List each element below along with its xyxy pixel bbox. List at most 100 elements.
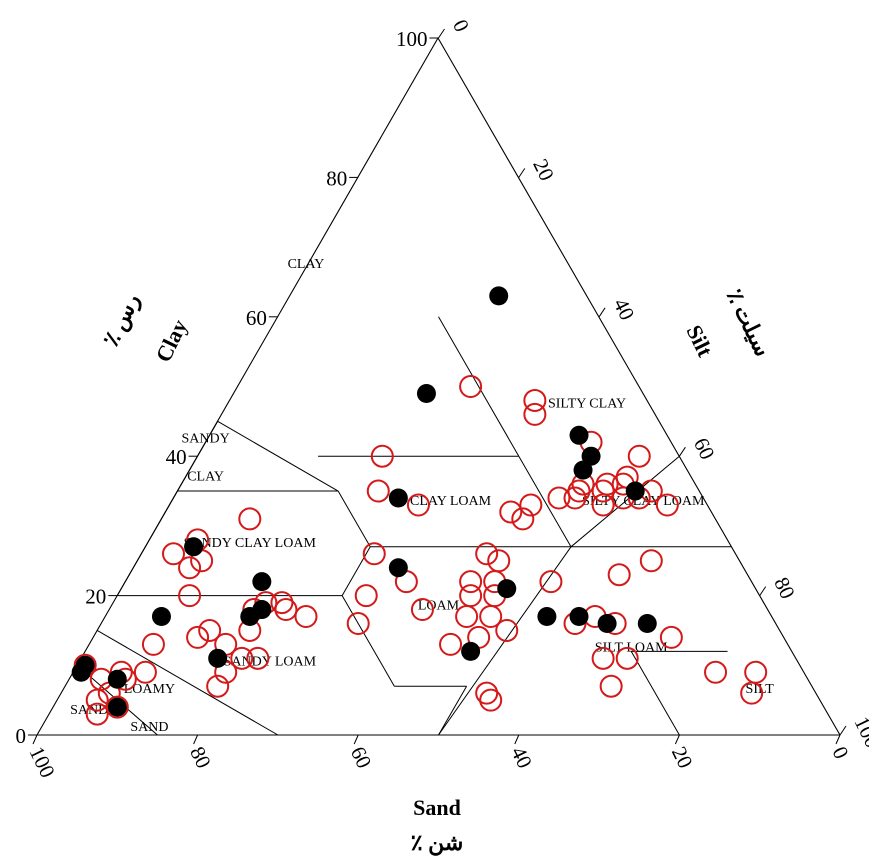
clay-axis-title-fa: رس ٪ <box>98 290 145 351</box>
region-label: LOAM <box>418 599 460 614</box>
open-sample-point <box>639 549 663 573</box>
open-sample-point <box>495 618 519 642</box>
region-label: SANDY CLAY <box>182 431 230 484</box>
open-sample-point <box>539 570 563 594</box>
open-sample-point <box>655 493 679 517</box>
class-boundary-line <box>96 630 279 736</box>
filled-sample-point <box>71 662 91 682</box>
region-label: CLAY LOAM <box>410 494 492 509</box>
open-sample-point <box>459 375 483 398</box>
region-label: SILTY CLAY <box>548 396 626 411</box>
silt-tick <box>598 307 606 318</box>
open-sample-point <box>178 556 202 580</box>
open-sample-point <box>238 507 262 531</box>
class-boundary-line <box>438 685 468 736</box>
silt-tick-label: 60 <box>689 434 720 463</box>
open-sample-point <box>294 605 318 629</box>
region-label: SANDY CLAY LOAM <box>184 536 317 551</box>
open-sample-point <box>475 542 499 566</box>
silt-tick <box>678 446 686 457</box>
open-sample-point <box>704 660 728 684</box>
silt-tick <box>438 28 445 39</box>
open-sample-point <box>439 632 463 656</box>
open-sample-point <box>406 493 430 517</box>
sand-tick <box>32 734 38 745</box>
open-sample-point <box>198 618 222 642</box>
sand-tick <box>674 734 680 745</box>
region-label: CLAY <box>288 257 325 272</box>
sand-tick-label: 100 <box>25 743 60 782</box>
open-sample-point <box>141 632 165 656</box>
open-sample-point <box>475 681 499 705</box>
filled-sample-point <box>388 488 408 508</box>
clay-tick-label: 0 <box>16 724 27 748</box>
filled-sample-point <box>240 607 260 627</box>
class-boundary-line <box>518 455 572 548</box>
filled-sample-point <box>107 669 127 689</box>
filled-sample-point <box>461 641 481 661</box>
sand-tick-label: 40 <box>506 743 537 772</box>
filled-sample-point <box>497 579 517 599</box>
region-label: SILT <box>746 682 775 697</box>
region-label: LOAMY SAND <box>124 682 175 735</box>
clay-tick-label: 40 <box>166 445 187 469</box>
open-sample-point <box>133 660 157 684</box>
sand-tick-label: 60 <box>346 743 377 772</box>
sand-tick <box>353 734 359 745</box>
open-sample-point <box>499 500 523 524</box>
silt-tick-label: 100 <box>850 713 869 752</box>
clay-axis-edge <box>36 37 439 736</box>
sand-tick-label: 20 <box>667 743 698 772</box>
filled-sample-point <box>581 446 601 466</box>
filled-sample-point <box>597 613 617 633</box>
filled-sample-point <box>416 383 436 403</box>
sand-axis-title: Sand <box>413 795 461 820</box>
open-sample-point <box>627 444 651 468</box>
open-sample-point <box>410 598 434 622</box>
silt-tick-label: 0 <box>448 16 474 36</box>
open-sample-point <box>615 646 639 670</box>
open-sample-point <box>178 584 202 608</box>
filled-sample-point <box>252 572 272 592</box>
silt-tick <box>759 586 767 596</box>
silt-axis-title-fa: سیلت ٪ <box>722 285 776 360</box>
class-boundary-line <box>341 595 395 687</box>
open-sample-point <box>455 605 479 629</box>
open-sample-point <box>85 702 109 726</box>
filled-sample-point <box>569 607 589 627</box>
silt-tick <box>518 168 526 178</box>
filled-sample-point <box>151 607 171 627</box>
filled-sample-point <box>625 481 645 501</box>
sand-axis-title-fa: شن ٪ <box>411 830 464 856</box>
open-sample-point <box>230 646 254 670</box>
clay-axis-title: Clay <box>150 315 192 366</box>
class-boundary-line <box>630 651 680 736</box>
filled-sample-point <box>573 460 593 480</box>
open-sample-point <box>595 472 619 496</box>
open-sample-point <box>246 646 270 670</box>
open-sample-point <box>599 674 623 698</box>
sand-tick <box>193 734 199 745</box>
open-sample-point <box>162 542 186 566</box>
class-boundary-line <box>217 420 339 492</box>
open-sample-point <box>274 598 298 622</box>
open-sample-point <box>607 563 631 587</box>
open-sample-point <box>659 625 683 649</box>
open-sample-point <box>186 625 210 649</box>
clay-tick-label: 20 <box>85 585 106 609</box>
clay-tick-label: 100 <box>396 27 428 51</box>
sand-tick-label: 80 <box>185 743 216 772</box>
silt-tick-label: 20 <box>528 155 559 184</box>
open-sample-point <box>354 584 378 608</box>
sand-tick-label: 0 <box>828 743 854 763</box>
filled-sample-point <box>489 286 509 306</box>
class-boundary-line <box>438 316 520 457</box>
class-boundary-line <box>570 455 680 548</box>
sand-tick <box>835 734 841 745</box>
filled-sample-point <box>537 607 557 627</box>
region-label: SAND <box>70 703 108 718</box>
class-boundary-line <box>337 490 371 548</box>
triangle-edges <box>36 37 841 736</box>
filled-sample-point <box>107 697 127 717</box>
